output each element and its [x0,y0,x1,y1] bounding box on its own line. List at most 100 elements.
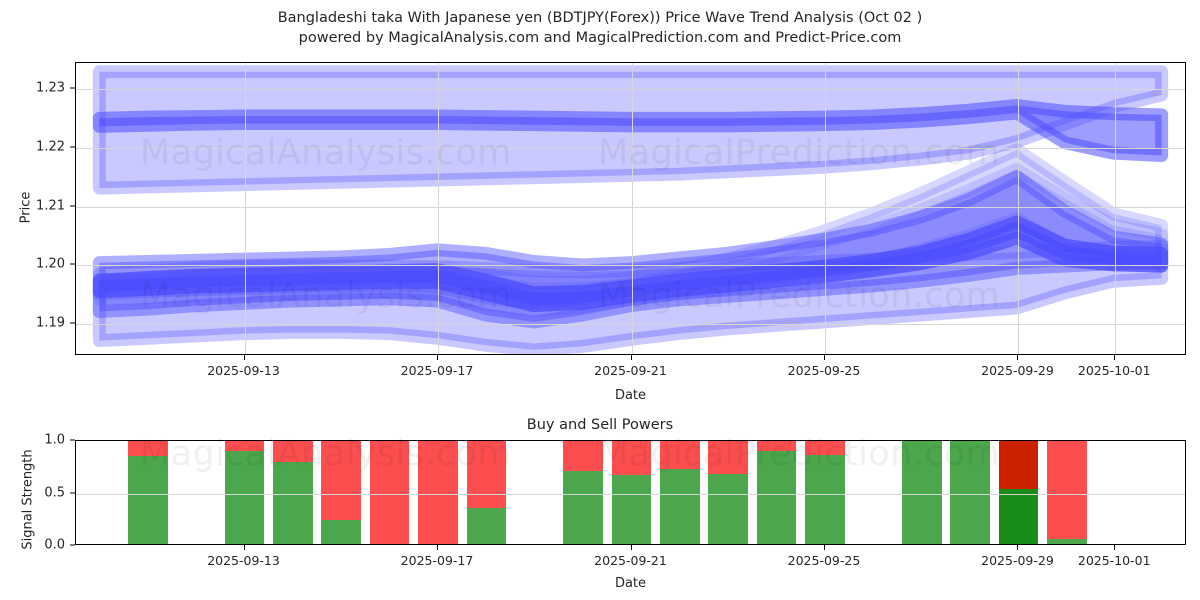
title-line-1: Bangladeshi taka With Japanese yen (BDTJ… [277,10,923,26]
title-line-2: powered by MagicalAnalysis.com and Magic… [298,30,902,46]
price-gridline [76,265,1185,267]
price-x-tick-mark [437,355,438,360]
signal-bar[interactable] [563,441,603,544]
signal-bar[interactable] [1047,441,1087,544]
buy-sell-powers-chart [75,440,1186,545]
signal-bar[interactable] [321,441,362,544]
price-gridline-vertical [244,63,246,354]
price-y-tick-mark [70,263,75,265]
sell-power-segment [611,441,652,475]
signal-bar[interactable] [611,441,652,544]
sell-power-segment [369,441,410,544]
price-y-tick-label: 1.23 [36,80,65,96]
sell-power-segment [563,441,603,471]
signal-bar[interactable] [418,441,458,544]
price-x-tick-mark [243,355,245,360]
signal-bar[interactable] [756,441,797,544]
price-gridline [76,206,1185,208]
price-x-tick-mark [823,355,825,360]
price-x-tick-label: 2025-10-01 [1077,363,1151,378]
price-y-tick-mark [70,205,75,207]
price-x-tick-label: 2025-09-21 [594,363,667,378]
sell-power-segment [273,441,313,463]
signal-bar[interactable] [660,441,700,544]
buy-sell-powers-title: Buy and Sell Powers [526,417,674,433]
sell-power-segment [224,441,265,451]
signal-bar[interactable] [127,441,168,544]
buy-power-segment [756,450,797,544]
sell-power-segment [660,441,700,470]
price-gridline [76,323,1185,325]
buy-power-segment [660,469,700,544]
wave-band-lower-support-band [92,239,1169,354]
price-y-tick-mark [70,146,75,148]
price-y-tick-label: 1.19 [36,315,65,331]
price-x-axis-label: Date [614,388,647,403]
bars-x-tick-label: 2025-09-21 [594,553,667,568]
wave-band-median-wave-line [92,215,1169,313]
price-gridline-vertical [824,63,826,354]
price-x-tick-label: 2025-09-17 [400,363,474,378]
buy-power-segment [901,441,942,544]
sell-power-segment [1047,441,1087,539]
bars-x-axis-label: Date [614,576,647,591]
wave-band-projection-fan-lower [92,163,1169,317]
signal-bar[interactable] [224,441,265,544]
bars-y-tick-mark [70,492,75,493]
price-gridline [76,89,1185,91]
buy-power-segment [611,474,652,544]
signal-bar[interactable] [901,441,942,544]
price-y-tick-mark [70,322,75,324]
signal-bar[interactable] [273,441,313,544]
buy-power-segment [273,462,313,544]
signal-bar[interactable] [369,441,410,544]
buy-power-segment [321,519,362,544]
buy-power-segment [708,473,749,544]
bars-x-tick-label: 2025-10-01 [1077,553,1151,568]
buy-power-segment [466,508,507,544]
bars-x-tick-label: 2025-09-17 [400,553,474,568]
signal-bar[interactable] [466,441,507,544]
bars-x-tick-label: 2025-09-13 [207,553,280,568]
sell-power-segment [998,441,1039,490]
price-y-tick-label: 1.21 [36,198,65,214]
price-x-tick-label: 2025-09-25 [787,363,861,378]
bars-x-tick-mark [1017,545,1019,550]
bars-layer [76,441,1185,544]
bars-x-tick-mark [437,545,438,550]
buy-power-segment [950,441,990,544]
bars-y-tick-label: 1.0 [44,432,65,448]
signal-bar[interactable] [708,441,749,544]
bars-x-tick-mark [823,545,825,550]
wave-band-projection-fan-upper [92,143,1169,309]
price-y-tick-label: 1.20 [36,256,65,272]
price-gridline-vertical [631,63,633,354]
page-title: Bangladeshi taka With Japanese yen (BDTJ… [0,8,1200,48]
price-y-axis-label: Price [18,191,34,224]
price-y-tick-mark [70,87,75,89]
signal-bar[interactable] [805,441,845,544]
buy-power-segment [224,450,265,544]
sell-power-segment [127,441,168,456]
price-gridline-vertical [438,63,439,354]
bars-gridline [76,493,1185,495]
bars-x-tick-label: 2025-09-29 [981,553,1054,568]
price-x-tick-mark [1017,355,1019,360]
price-x-tick-label: 2025-09-29 [981,363,1054,378]
buy-power-segment [805,454,845,544]
sell-power-segment [321,441,362,520]
sell-power-segment [756,441,797,451]
price-x-tick-mark [630,355,632,360]
price-x-tick-mark [1114,355,1116,360]
signal-bar[interactable] [950,441,990,544]
price-x-tick-label: 2025-09-13 [207,363,280,378]
bars-x-tick-label: 2025-09-25 [787,553,861,568]
sell-power-segment [708,441,749,474]
price-gridline-vertical [1018,63,1020,354]
bars-x-tick-mark [630,545,632,550]
sell-power-segment [466,441,507,509]
buy-power-segment [998,489,1039,544]
price-y-tick-label: 1.22 [36,139,65,155]
signal-bar[interactable] [998,441,1039,544]
